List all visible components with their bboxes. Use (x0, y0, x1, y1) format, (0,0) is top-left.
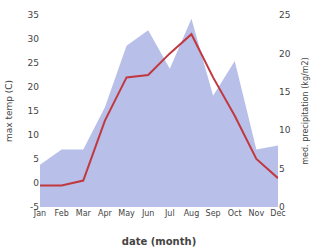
svg-text:0: 0 (33, 178, 39, 188)
svg-text:Nov: Nov (249, 209, 265, 218)
svg-text:max temp (C): max temp (C) (4, 80, 14, 142)
svg-text:10: 10 (28, 130, 40, 140)
svg-text:Jun: Jun (141, 209, 155, 218)
svg-text:Feb: Feb (55, 209, 69, 218)
svg-text:Mar: Mar (76, 209, 92, 218)
svg-text:20: 20 (279, 49, 291, 59)
svg-text:25: 25 (28, 58, 39, 68)
svg-text:20: 20 (28, 82, 40, 92)
svg-text:5: 5 (33, 154, 39, 164)
svg-text:Aug: Aug (184, 209, 200, 218)
svg-text:med. precipitation (kg/m2): med. precipitation (kg/m2) (301, 57, 310, 164)
svg-text:30: 30 (28, 34, 40, 44)
svg-text:date (month): date (month) (122, 236, 196, 247)
svg-text:Jan: Jan (33, 209, 46, 218)
svg-text:35: 35 (28, 10, 39, 20)
svg-text:10: 10 (279, 125, 291, 135)
svg-text:Jul: Jul (164, 209, 175, 218)
svg-text:Oct: Oct (228, 209, 242, 218)
svg-text:15: 15 (279, 87, 290, 97)
svg-text:Apr: Apr (98, 209, 113, 218)
svg-text:0: 0 (279, 202, 285, 212)
svg-text:-5: -5 (30, 202, 39, 212)
svg-text:May: May (118, 209, 135, 218)
svg-text:15: 15 (28, 106, 39, 116)
svg-text:5: 5 (279, 164, 285, 174)
svg-text:Dec: Dec (270, 209, 285, 218)
svg-text:25: 25 (279, 10, 290, 20)
svg-text:Sep: Sep (206, 209, 221, 218)
